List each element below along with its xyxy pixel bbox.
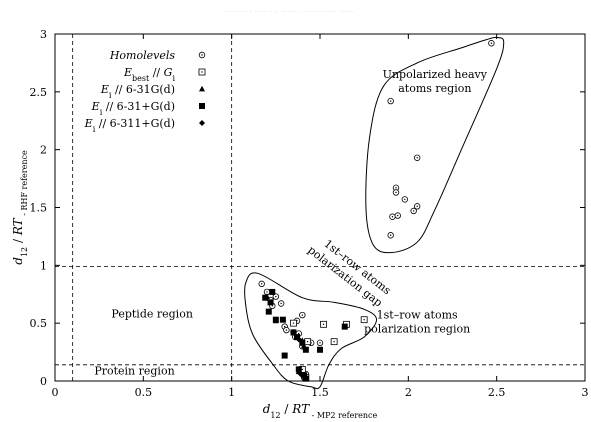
legend-entry-label: Homolevels — [109, 49, 176, 62]
legend-entry-marker — [199, 103, 205, 109]
y-tick-label: 2.5 — [30, 86, 48, 99]
legend-entry-label: Ei // 6-311+G(d) — [84, 117, 175, 134]
data-point-series-5 — [295, 336, 302, 343]
data-point-series-4 — [267, 299, 274, 306]
data-point-series-5 — [301, 344, 308, 351]
data-point-series-1 — [277, 300, 285, 307]
region-annotation: polarization region — [364, 322, 470, 335]
data-point-series-1 — [413, 203, 421, 210]
data-point-series-5 — [297, 371, 304, 378]
y-tick-label: 0.5 — [30, 317, 48, 330]
x-tick-label: 0 — [52, 386, 59, 399]
data-point-series-4 — [302, 375, 309, 382]
y-tick-label: 1 — [40, 259, 47, 272]
data-point-series-1 — [413, 154, 421, 161]
x-tick-label: 1.5 — [311, 386, 329, 399]
region-annotation: Unpolarized heavy — [383, 68, 488, 81]
x-tick-label: 1 — [228, 386, 235, 399]
axis-labels: d12 / RT - MP2 reference d12 / RT - RHF r… — [11, 150, 378, 419]
data-point-series-1 — [387, 232, 394, 239]
data-point-series-4 — [262, 294, 269, 301]
y-tick-label: 0 — [40, 375, 47, 388]
region-annotation: Protein region — [94, 365, 174, 378]
data-point-series-2 — [330, 338, 338, 346]
legend-entry-label: Ebest // Gi — [123, 66, 175, 83]
region-annotation: atoms region — [398, 82, 471, 95]
data-point-series-4 — [302, 346, 309, 353]
region-annotation: 1st–row atoms — [377, 309, 458, 322]
legend-entry-label: Ei // 6-31G(d) — [100, 83, 175, 100]
data-point-series-4 — [290, 329, 297, 336]
legend-entry-marker — [199, 120, 205, 126]
data-point-series-1 — [316, 339, 324, 347]
data-point-series-4 — [299, 339, 306, 346]
x-tick-label: 0.5 — [135, 386, 153, 399]
data-point-series-1 — [272, 293, 280, 300]
data-point-series-1 — [394, 212, 401, 219]
first-row-region-outline — [244, 272, 378, 390]
data-point-series-4 — [269, 288, 276, 295]
legend-entry-marker — [198, 68, 206, 76]
data-point-series-1 — [389, 213, 396, 220]
data-point-series-4 — [279, 316, 286, 323]
data-point-series-1 — [283, 326, 290, 334]
data-point-series-4 — [295, 366, 302, 373]
y-tick-label: 3 — [40, 28, 47, 41]
x-tick-label: 2.5 — [488, 386, 506, 399]
data-point-series-1 — [392, 189, 400, 196]
y-axis-label: d12 / RT - RHF reference — [11, 150, 29, 265]
x-tick-label: 3 — [582, 386, 589, 399]
header-text: ···· ····· · ····· ·· ·· ········ · ····… — [225, 8, 354, 16]
data-point-series-4 — [265, 308, 272, 315]
data-point-series-4 — [272, 316, 279, 323]
data-point-series-4 — [317, 346, 323, 353]
legend-entry-label: Ei // 6-31+G(d) — [91, 100, 175, 117]
data-points — [258, 40, 495, 382]
data-point-series-1 — [401, 196, 408, 203]
data-point-series-4 — [341, 323, 348, 330]
data-point-series-2 — [360, 316, 368, 324]
data-point-series-4 — [294, 334, 301, 341]
y-tick-label: 2 — [40, 144, 47, 157]
heavy-atoms-region-outline — [365, 36, 505, 254]
data-point-series-1 — [258, 280, 265, 288]
data-point-series-4 — [301, 372, 308, 379]
region-outlines — [244, 36, 505, 390]
data-point-series-1 — [299, 311, 306, 319]
data-point-series-1 — [488, 40, 495, 47]
x-axis-label: d12 / RT - MP2 reference — [263, 402, 378, 420]
data-point-series-4 — [281, 352, 288, 359]
axis-ticks: 0 0.5 1 1.5 2 2.5 3 0 0.5 1 1.5 2 2.5 3 — [30, 28, 589, 399]
y-tick-label: 1.5 — [30, 202, 48, 215]
data-point-series-1 — [410, 207, 417, 215]
data-point-series-2 — [320, 320, 327, 328]
data-point-series-1 — [387, 97, 394, 105]
region-annotation: Peptide region — [111, 307, 192, 320]
legend-entry-marker — [199, 85, 205, 92]
x-tick-label: 2 — [405, 386, 412, 399]
data-point-series-2 — [304, 338, 312, 346]
legend-entry-marker — [198, 51, 206, 59]
data-point-series-2 — [290, 319, 297, 327]
reference-lines — [55, 34, 585, 381]
